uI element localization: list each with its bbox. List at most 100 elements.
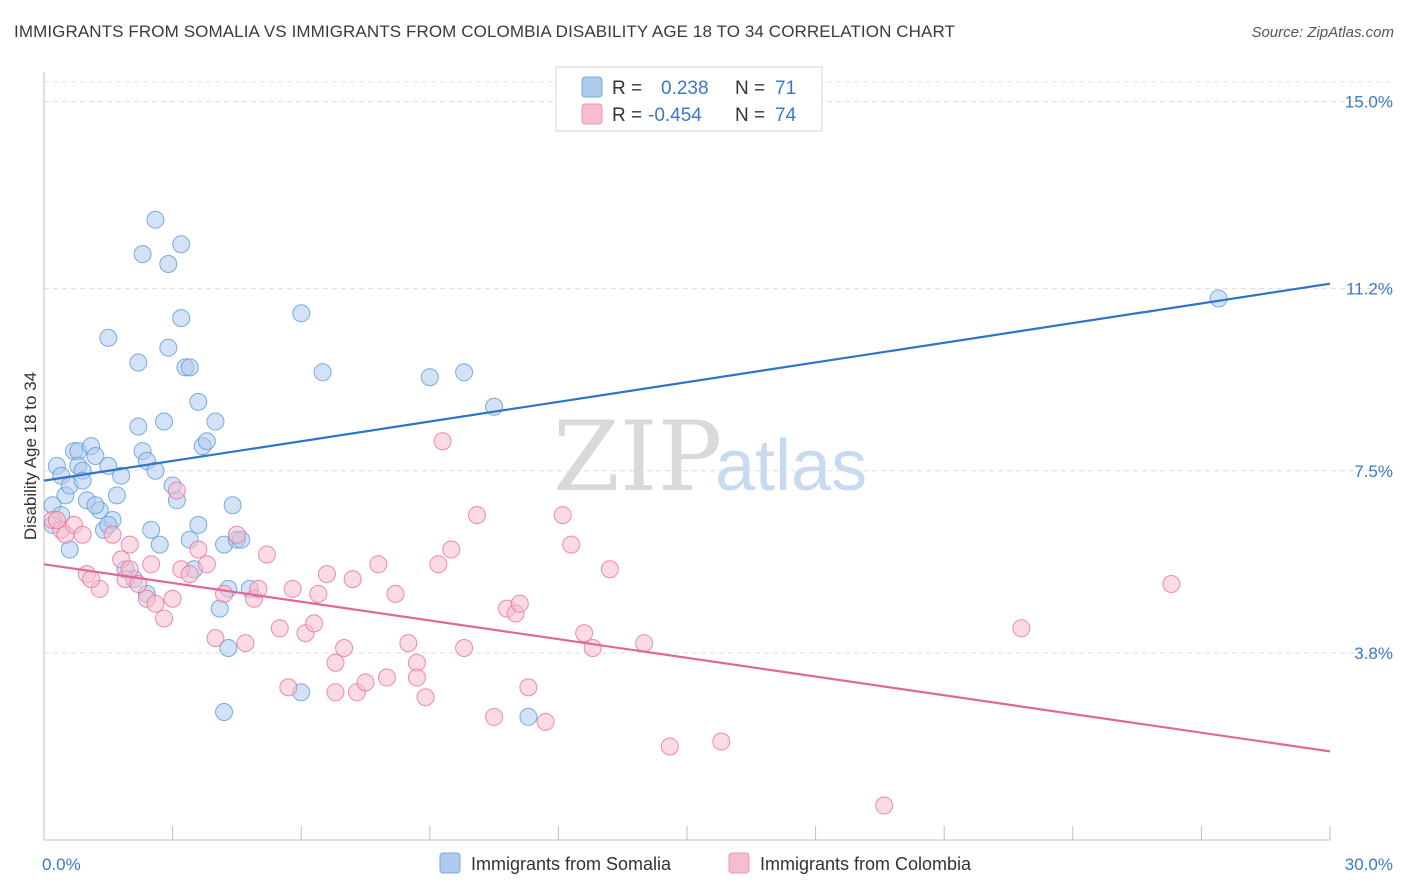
colombia-point bbox=[270, 619, 289, 638]
somalia-point bbox=[223, 496, 242, 515]
legend-n-somalia: 71 bbox=[775, 78, 796, 99]
somalia-point bbox=[206, 412, 225, 431]
watermark-zip: ZIP bbox=[553, 401, 722, 513]
legend-n-label-somalia: N = bbox=[735, 78, 765, 99]
colombia-point bbox=[309, 584, 328, 603]
colombia-point bbox=[197, 555, 216, 574]
colombia-point bbox=[167, 481, 186, 500]
y-tick-label: 15.0% bbox=[1345, 93, 1393, 112]
source-label: Source: ZipAtlas.com bbox=[1251, 24, 1394, 41]
legend-swatch-somalia bbox=[581, 76, 603, 98]
trend-line-somalia bbox=[43, 282, 1331, 482]
somalia-point bbox=[219, 639, 238, 657]
bottom-legend-label-somalia: Immigrants from Somalia bbox=[471, 854, 672, 874]
colombia-point bbox=[1162, 575, 1181, 593]
somalia-point bbox=[150, 535, 169, 554]
colombia-point bbox=[120, 535, 139, 554]
colombia-point bbox=[163, 589, 182, 608]
somalia-point bbox=[292, 304, 311, 323]
somalia-point bbox=[455, 363, 474, 382]
legend-r-label-colombia: R = bbox=[612, 105, 642, 126]
colombia-point bbox=[103, 525, 122, 544]
y-tick-label: 11.2% bbox=[1346, 280, 1393, 299]
colombia-point bbox=[249, 579, 268, 598]
somalia-point bbox=[142, 520, 161, 539]
colombia-point bbox=[326, 653, 345, 672]
somalia-point bbox=[189, 392, 208, 411]
x-tick-label: 0.0% bbox=[42, 855, 81, 874]
colombia-point bbox=[326, 683, 345, 702]
somalia-point bbox=[215, 703, 234, 721]
colombia-point bbox=[455, 639, 474, 657]
trend-line-colombia bbox=[43, 563, 1331, 753]
legend-n-colombia: 74 bbox=[775, 105, 797, 126]
colombia-point bbox=[536, 712, 555, 731]
series-colombia bbox=[43, 432, 1181, 815]
somalia-point bbox=[189, 515, 208, 534]
colombia-point bbox=[206, 629, 225, 648]
colombia-point bbox=[660, 737, 679, 756]
colombia-point bbox=[386, 584, 405, 603]
legend-n-label-colombia: N = bbox=[735, 105, 765, 126]
legend-r-colombia: -0.454 bbox=[648, 105, 702, 126]
watermark: ZIP atlas bbox=[553, 401, 867, 513]
somalia-point bbox=[159, 255, 178, 273]
somalia-point bbox=[107, 486, 126, 505]
colombia-point bbox=[189, 540, 208, 559]
somalia-point bbox=[313, 363, 332, 382]
somalia-point bbox=[155, 412, 174, 431]
y-tick-label: 7.5% bbox=[1354, 462, 1393, 481]
colombia-point bbox=[575, 624, 594, 643]
somalia-point bbox=[146, 210, 165, 229]
colombia-point bbox=[47, 511, 66, 529]
colombia-point bbox=[407, 668, 426, 687]
series-legend: Immigrants from Somalia Immigrants from … bbox=[439, 852, 972, 874]
legend-r-somalia: 0.238 bbox=[661, 78, 709, 99]
colombia-point bbox=[146, 594, 165, 613]
stats-legend: R = 0.238 N = 71 R = -0.454 N = 74 bbox=[555, 66, 823, 132]
somalia-point bbox=[133, 245, 152, 264]
somalia-point bbox=[86, 496, 105, 515]
colombia-point bbox=[305, 614, 324, 633]
somalia-point bbox=[159, 338, 178, 357]
colombia-point bbox=[236, 634, 255, 653]
colombia-point bbox=[155, 609, 174, 628]
colombia-point bbox=[1012, 619, 1031, 638]
somalia-point bbox=[129, 353, 148, 372]
somalia-point bbox=[99, 328, 118, 347]
colombia-point bbox=[335, 639, 354, 657]
colombia-point bbox=[875, 796, 894, 815]
colombia-point bbox=[600, 560, 619, 579]
somalia-point bbox=[172, 309, 191, 328]
somalia-point bbox=[172, 235, 191, 254]
colombia-point bbox=[377, 668, 396, 687]
colombia-point bbox=[369, 555, 388, 574]
y-tick-label: 3.8% bbox=[1354, 644, 1393, 663]
somalia-point bbox=[129, 417, 148, 436]
colombia-point bbox=[467, 506, 486, 525]
colombia-point bbox=[429, 555, 448, 574]
watermark-atlas: atlas bbox=[715, 426, 867, 506]
colombia-point bbox=[519, 678, 538, 697]
colombia-point bbox=[73, 525, 92, 544]
x-tick-labels: 0.0% 30.0% bbox=[42, 855, 1393, 874]
colombia-point bbox=[553, 506, 572, 525]
somalia-point bbox=[1209, 289, 1228, 308]
colombia-point bbox=[416, 688, 435, 707]
legend-swatch-colombia bbox=[581, 103, 603, 125]
somalia-point bbox=[146, 461, 165, 480]
colombia-point bbox=[510, 594, 529, 613]
colombia-point bbox=[712, 732, 731, 751]
gridlines bbox=[44, 81, 1392, 654]
colombia-point bbox=[442, 540, 461, 559]
colombia-point bbox=[142, 555, 161, 574]
colombia-point bbox=[257, 545, 276, 564]
y-axis-title: Disability Age 18 to 34 bbox=[21, 372, 40, 540]
bottom-legend-swatch-somalia bbox=[439, 852, 461, 874]
colombia-point bbox=[583, 639, 602, 657]
somalia-point bbox=[197, 432, 216, 451]
colombia-point bbox=[227, 525, 246, 544]
y-tick-labels: 3.8% 7.5% 11.2% 15.0% bbox=[1345, 93, 1393, 663]
colombia-point bbox=[433, 432, 452, 451]
